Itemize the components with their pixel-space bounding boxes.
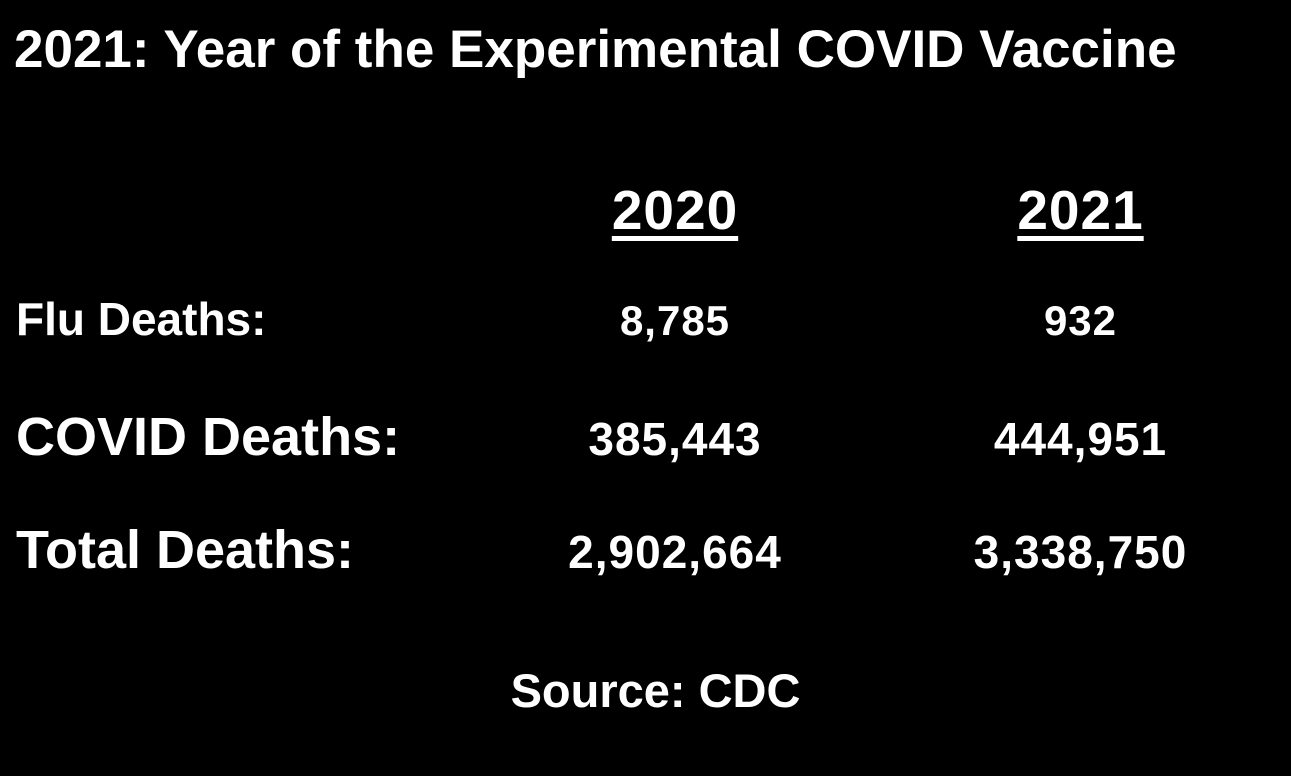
value-covid-deaths-2021: 444,951	[993, 413, 1168, 465]
page-title: 2021: Year of the Experimental COVID Vac…	[14, 20, 1177, 79]
row-label-covid-deaths: COVID Deaths:	[16, 407, 401, 467]
table-row-covid-deaths: COVID Deaths: 385,443 444,951	[0, 410, 1291, 464]
row-label-total-deaths: Total Deaths:	[16, 520, 355, 580]
table-row-flu-deaths: Flu Deaths: 8,785 932	[0, 296, 1291, 342]
value-total-deaths-2020: 2,902,664	[568, 526, 782, 578]
row-label-flu-deaths: Flu Deaths:	[16, 293, 267, 345]
column-header-2021: 2021	[1017, 179, 1144, 241]
value-flu-deaths-2020: 8,785	[619, 297, 731, 344]
value-covid-deaths-2020: 385,443	[588, 413, 762, 465]
value-flu-deaths-2021: 932	[1043, 297, 1118, 344]
header-cell-2021: 2021	[890, 183, 1271, 238]
table-row-total-deaths: Total Deaths: 2,902,664 3,338,750	[0, 523, 1291, 577]
source-note: Source: CDC	[510, 664, 801, 717]
table-header-row: 2020 2021	[0, 183, 1291, 238]
header-cell-2020: 2020	[460, 183, 890, 238]
column-header-2020: 2020	[611, 179, 739, 241]
value-total-deaths-2021: 3,338,750	[973, 526, 1188, 578]
